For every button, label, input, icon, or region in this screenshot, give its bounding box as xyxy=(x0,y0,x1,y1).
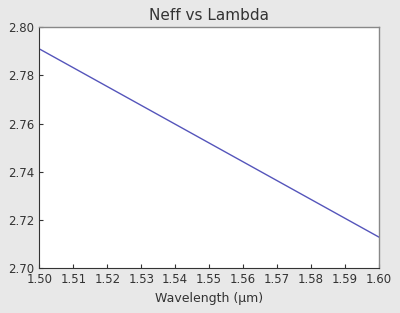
X-axis label: Wavelength (μm): Wavelength (μm) xyxy=(155,292,263,305)
Title: Neff vs Lambda: Neff vs Lambda xyxy=(149,8,269,23)
